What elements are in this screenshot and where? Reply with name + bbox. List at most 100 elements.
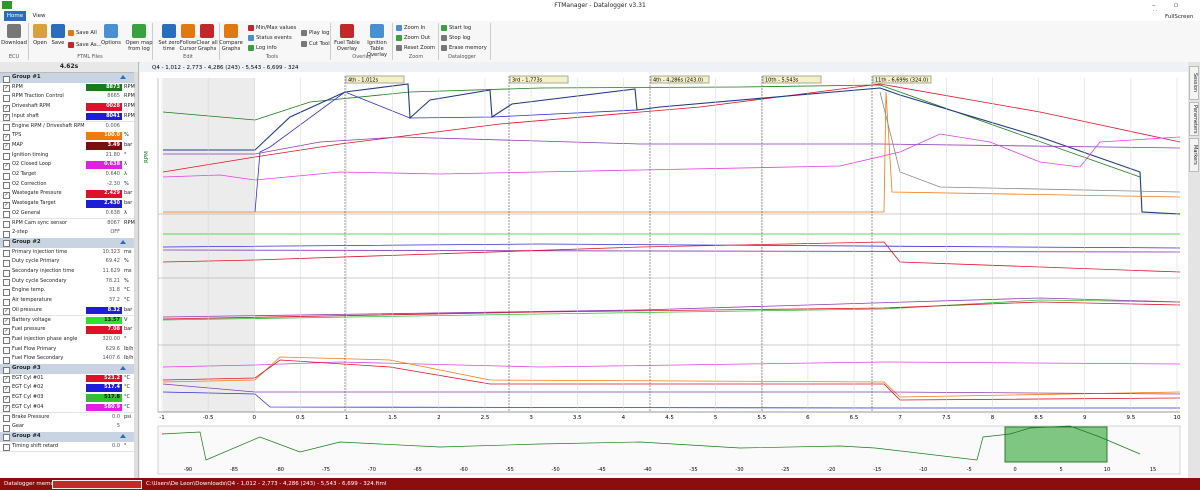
- channel-checkbox[interactable]: [3, 211, 10, 219]
- channel-unit: bar: [124, 141, 133, 148]
- button-label: Play log: [309, 30, 330, 36]
- overview-tick-label: -50: [552, 467, 560, 473]
- x-tick-label: 8: [991, 415, 995, 421]
- channel-checkbox[interactable]: [3, 298, 10, 306]
- channel-checkbox[interactable]: ✓: [3, 143, 10, 151]
- overview-tick-label: 0: [1014, 467, 1017, 473]
- channel-checkbox[interactable]: ✓: [3, 133, 10, 141]
- ribbon-button[interactable]: Cut Tool: [301, 40, 330, 48]
- channel-checkbox[interactable]: [3, 288, 10, 296]
- channel-value: 100.0: [86, 132, 122, 140]
- channel-checkbox[interactable]: ✓: [3, 191, 10, 199]
- ribbon-button[interactable]: Options: [96, 24, 126, 46]
- ribbon-button[interactable]: Zoom Out: [396, 34, 430, 42]
- ribbon-button[interactable]: Erase memory: [441, 44, 487, 52]
- channel-name: O2 Correction: [12, 180, 47, 187]
- ribbon-button[interactable]: Clear all Graphs: [192, 24, 222, 52]
- channel-checkbox[interactable]: [3, 182, 10, 190]
- channel-name: EGT Cyl #01: [12, 374, 44, 381]
- channel-checkbox[interactable]: ✓: [3, 327, 10, 335]
- channel-checkbox[interactable]: [3, 356, 10, 364]
- x-tick-label: -0.5: [203, 415, 214, 421]
- group-checkbox[interactable]: [3, 434, 10, 442]
- group-checkbox[interactable]: [3, 240, 10, 248]
- button-label: Compare Graphs: [219, 40, 243, 52]
- channel-checkbox[interactable]: ✓: [3, 85, 10, 93]
- channel-checkbox[interactable]: [3, 415, 10, 422]
- channel-checkbox[interactable]: ✓: [3, 104, 10, 112]
- ribbon-button[interactable]: Status events: [248, 34, 292, 42]
- ribbon-button[interactable]: Save All: [68, 29, 97, 37]
- channel-checkbox[interactable]: [3, 347, 10, 355]
- channel-unit: °C: [124, 403, 130, 410]
- channel-checkbox[interactable]: ✓: [3, 201, 10, 209]
- button-label: Zoom Out: [404, 35, 431, 41]
- channel-checkbox[interactable]: ✓: [3, 405, 10, 413]
- ribbon-button[interactable]: Fuel Table Overlay: [332, 24, 362, 52]
- channel-checkbox[interactable]: ✓: [3, 162, 10, 170]
- group-checkbox[interactable]: [3, 366, 10, 374]
- channel-checkbox[interactable]: [3, 230, 10, 238]
- side-tab[interactable]: Parameters: [1189, 102, 1199, 136]
- ribbon-button[interactable]: Log info: [248, 44, 277, 52]
- channel-name: Wastegate Pressure: [12, 190, 62, 197]
- channel-checkbox[interactable]: [3, 424, 10, 432]
- ribbon-button[interactable]: Zoom In: [396, 24, 425, 32]
- overview-tick-label: -45: [597, 467, 605, 473]
- channel-checkbox[interactable]: [3, 269, 10, 277]
- channel-unit: °C: [124, 297, 130, 304]
- ribbon-button[interactable]: Ignition Table Overlay: [362, 24, 392, 58]
- ribbon-button[interactable]: Download: [0, 24, 29, 46]
- channel-checkbox[interactable]: ✓: [3, 376, 10, 384]
- channel-checkbox[interactable]: [3, 221, 10, 228]
- fullscreen-button[interactable]: FullScreen: [1165, 14, 1194, 20]
- ribbon-button[interactable]: Stop log: [441, 34, 470, 42]
- ribbon-button[interactable]: Follow Cursor: [173, 24, 203, 52]
- ribbon-button[interactable]: Start log: [441, 24, 471, 32]
- side-tab[interactable]: Session: [1189, 66, 1199, 100]
- channel-checkbox[interactable]: ✓: [3, 395, 10, 403]
- tab[interactable]: View: [32, 13, 46, 19]
- tab[interactable]: Home: [4, 11, 26, 21]
- channel-checkbox[interactable]: [3, 124, 10, 131]
- ribbon-button[interactable]: Set zero time: [154, 24, 184, 52]
- channel-checkbox[interactable]: [3, 444, 10, 452]
- ribbon-button[interactable]: Compare Graphs: [216, 24, 246, 52]
- marker-tag: [509, 75, 569, 84]
- group-checkbox[interactable]: [3, 75, 10, 83]
- ribbon-button[interactable]: Min/Max values: [248, 24, 296, 32]
- channel-checkbox[interactable]: [3, 250, 10, 258]
- channel-checkbox[interactable]: ✓: [3, 308, 10, 316]
- channel-checkbox[interactable]: [3, 259, 10, 267]
- channel-row[interactable]: Timing shift retard 0.0 °: [0, 441, 134, 453]
- channel-checkbox[interactable]: ✓: [3, 385, 10, 393]
- channel-value: 31.8: [108, 287, 120, 294]
- scrollbar[interactable]: [134, 72, 138, 478]
- overview-selection[interactable]: [1004, 426, 1108, 463]
- x-tick-label: 4.5: [665, 415, 674, 421]
- x-tick-label: 4: [622, 415, 626, 421]
- channel-checkbox[interactable]: [3, 337, 10, 345]
- ribbon-button[interactable]: Save As...: [68, 41, 102, 49]
- ribbon-button[interactable]: Reset Zoom: [396, 44, 435, 52]
- channel-checkbox[interactable]: ✓: [3, 114, 10, 122]
- button-label: Cut Tool: [309, 41, 330, 47]
- channel-value: 523.2: [86, 374, 122, 383]
- graph-area: Q4 - 1,012 - 2,773 - 4,286 (243) - 5,543…: [140, 62, 1188, 478]
- ribbon-button[interactable]: Save: [43, 24, 73, 46]
- channel-name: Gear: [12, 423, 25, 430]
- channel-name: 2-step: [12, 229, 28, 236]
- side-tab[interactable]: Markers: [1189, 138, 1199, 172]
- channel-checkbox[interactable]: [3, 94, 10, 102]
- channel-checkbox[interactable]: [3, 172, 10, 180]
- channel-checkbox[interactable]: [3, 153, 10, 161]
- channel-checkbox[interactable]: ✓: [3, 318, 10, 325]
- ribbon-group-label: Tools: [265, 54, 279, 60]
- group-name: Group #1: [12, 74, 41, 80]
- marker-label: 10th - 5,543s: [765, 78, 799, 84]
- ribbon-button[interactable]: Open: [25, 24, 55, 46]
- channel-checkbox[interactable]: [3, 279, 10, 287]
- ribbon-button[interactable]: Play log: [301, 29, 329, 37]
- ribbon-button[interactable]: Open map from log: [124, 24, 154, 52]
